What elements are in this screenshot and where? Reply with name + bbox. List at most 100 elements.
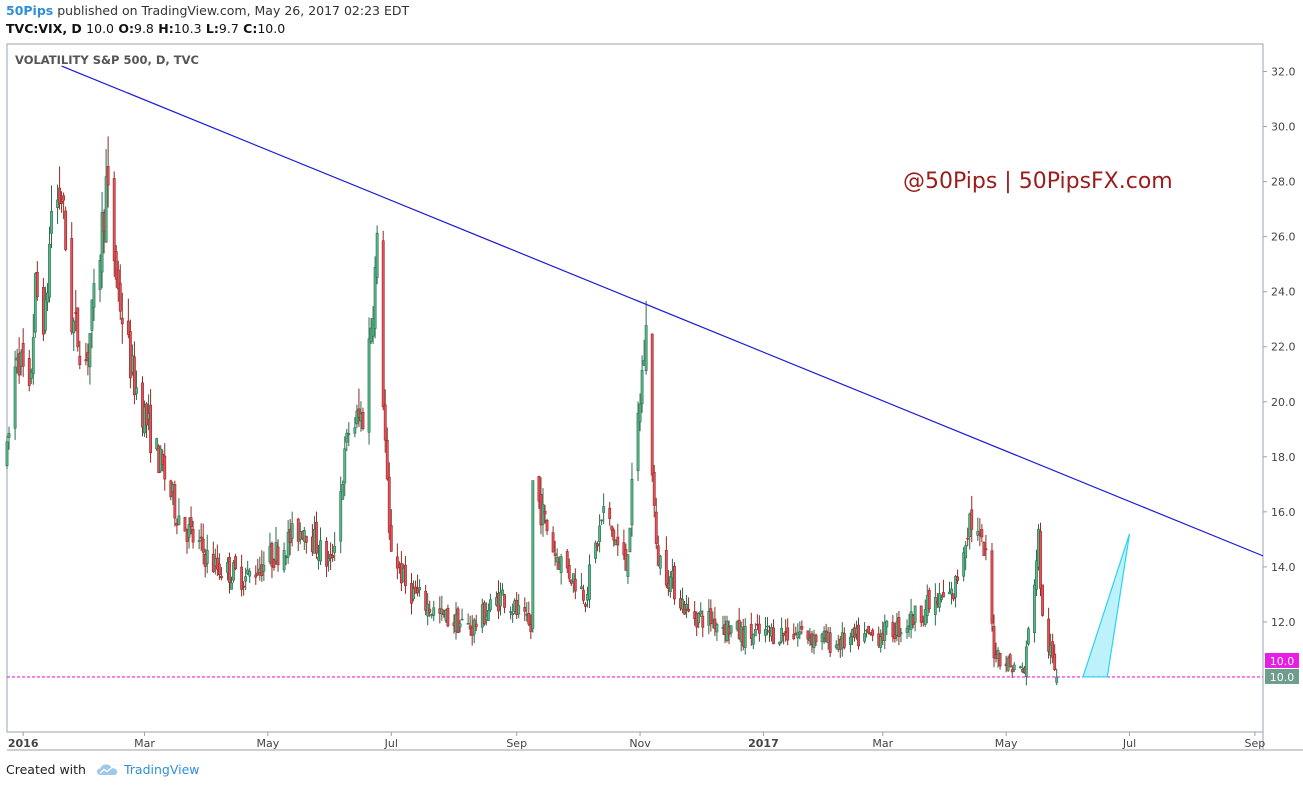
time-tick-label: May [995,737,1018,750]
candle-body [699,610,703,615]
candle-body [1053,653,1057,670]
candle-body [970,509,974,530]
price-tick-label: 18.0 [1271,451,1296,464]
candle-body [345,432,349,443]
candle-body [553,553,557,556]
candle-body [798,631,802,635]
candle-body [58,187,61,205]
candle-body [1047,618,1051,652]
candle-body [650,333,654,476]
candle-body [565,551,569,569]
candle-body [796,632,800,639]
candle-body [5,441,9,467]
candle-body [612,529,616,541]
time-tick-label: Jul [1122,737,1136,750]
candle-body [486,610,490,621]
candle-body [256,572,260,576]
candle-body [244,576,248,582]
candle-body [48,243,51,298]
candle-body [571,573,575,583]
footer: Created with TradingView [6,762,200,778]
candle-body [913,605,917,623]
candle-body [242,585,246,588]
candle-body [976,531,980,536]
symbol-label: TVC:VIX, D [6,21,82,36]
publisher-link[interactable]: 50Pips [6,3,54,18]
candle-body [509,611,513,613]
candle-body [966,537,970,540]
candle-body [78,355,82,365]
price-tick-label: 20.0 [1271,396,1296,409]
candle-body [842,633,846,648]
candle-body [778,641,782,645]
candle-body [361,411,365,429]
candle-body [800,626,804,630]
candle-body [217,563,221,575]
ohlc-low-label: L: [205,21,219,36]
candle-body [543,510,547,515]
time-tick-label: Jul [384,737,398,750]
candle-body [228,556,231,583]
candle-body [339,491,343,542]
candle-body [219,575,223,579]
chart-title: VOLATILITY S&P 500, D, TVC [15,53,199,67]
candle-body [715,624,719,633]
candle-body [76,307,80,348]
candle-body [640,370,644,404]
candle-body [88,333,92,368]
candle-body [559,556,563,573]
price-tick-label: 14.0 [1271,561,1296,574]
candle-body [286,531,290,558]
tradingview-cloud-icon[interactable] [96,763,118,777]
candle-body [201,538,205,553]
time-tick-label: Sep [1245,737,1266,750]
candle-body [135,387,138,394]
price-axis[interactable]: 12.0 14.0 16.0 18.0 20.0 22.0 24.0 26.0 28.0 30.0… [1263,66,1299,684]
candle-body [1010,669,1014,673]
close-value: 10.0 [86,21,115,36]
candle-body [644,325,648,372]
candle-body [1035,560,1038,590]
candle-body [197,540,201,542]
candle-body [956,576,959,581]
candle-body [786,627,790,641]
candle-body [757,623,761,634]
candle-body [527,613,531,625]
tradingview-link[interactable]: TradingView [123,762,200,777]
candle-body [933,597,937,615]
candles-group [5,136,1059,686]
candle-body [984,548,988,551]
candle-body [215,557,219,570]
candle-body [656,545,660,566]
candle-body [446,608,450,627]
candle-body [118,283,122,312]
candle-body [501,589,504,596]
candle-body [713,618,717,629]
candle-body [64,210,68,250]
candle-body [100,212,104,273]
candle-body [373,267,377,329]
candle-body [923,609,927,625]
support-line-price-tag [1265,652,1299,668]
candle-body [381,240,385,408]
plot-area[interactable] [6,43,1264,733]
candle-body [367,338,371,433]
candle-body [276,546,280,566]
time-axis[interactable]: 2016 Mar May Jul Sep Nov 2017 Mar May Jul Sep [8,732,1265,750]
candle-body [357,408,361,418]
candle-body [325,540,328,567]
candle-body [673,565,676,600]
candle-body [133,356,136,396]
candle-body [21,342,25,367]
candle-body [46,292,49,303]
watermark-text: @50Pips | 50PipsFX.com [903,169,1173,194]
candle-body [517,605,521,615]
candle-body [234,556,237,570]
price-tick-label: 30.0 [1271,121,1296,134]
price-tick-label: 12.0 [1271,616,1296,629]
candle-body [31,337,35,375]
candle-body [998,653,1002,667]
candle-body [1026,628,1030,645]
candle-body [304,535,308,543]
